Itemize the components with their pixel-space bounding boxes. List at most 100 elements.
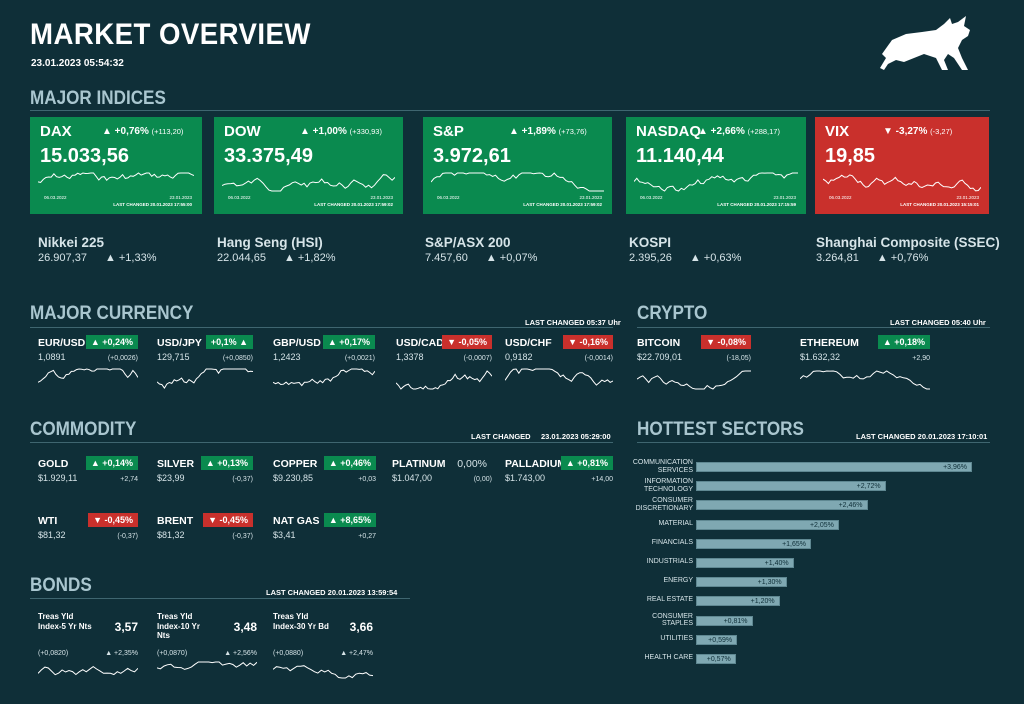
index-card-sp[interactable]: S&P ▲ +1,89% (+73,76) 3.972,61 06.03.2022 23…: [423, 117, 612, 214]
section-title-major-indices: MAJOR INDICES: [30, 88, 166, 109]
sector-bar[interactable]: +2,72%: [696, 481, 886, 492]
secondary-index: Hang Seng (HSI) 22.044,65 ▲ +1,82%: [217, 235, 336, 264]
index-name: S&P: [433, 123, 464, 140]
item-price: 0,9182: [505, 352, 533, 362]
item-price: $9.230,85: [273, 473, 314, 483]
sector-bar-label: +0,81%: [723, 617, 748, 625]
index-date-start: 06.03.2022: [640, 195, 663, 200]
currency-item[interactable]: USD/JPY 129,715 (+0,0850) +0,1% ▲: [157, 335, 253, 395]
item-abs-change: (-18,05): [726, 355, 751, 362]
sector-name: INDUSTRIALS: [646, 558, 693, 565]
bull-logo-icon: [880, 16, 970, 70]
sector-name: REAL ESTATE: [646, 596, 693, 604]
sector-bar-label: +1,30%: [757, 579, 782, 587]
sector-bar[interactable]: +1,20%: [696, 596, 780, 607]
commodity-item[interactable]: SILVER $23,99 (-0,37) ▲ +0,13%: [157, 456, 253, 516]
item-change-badge: ▲ +0,24%: [85, 335, 138, 349]
crypto-item[interactable]: BITCOIN $22.709,01 (-18,05) ▼ -0,08%: [637, 335, 751, 395]
index-card-vix[interactable]: VIX ▼ -3,27% (-3,27) 19,85 06.03.2022 23.01.…: [815, 117, 989, 214]
secondary-index-values: 2.395,26 ▲ +0,63%: [629, 252, 741, 264]
crypto-sparkline: [800, 370, 930, 390]
commodity-item[interactable]: GOLD $1.929,11 +2,74 ▲ +0,14%: [38, 456, 138, 516]
item-price: $1.632,32: [800, 352, 841, 362]
index-value: 11.140,44: [636, 145, 724, 167]
crypto-sparkline: [637, 370, 751, 390]
index-card-dax[interactable]: DAX ▲ +0,76% (+113,20) 15.033,56 06.03.2022…: [30, 117, 202, 214]
sector-bar[interactable]: +1,40%: [696, 558, 794, 568]
index-date-end: 23.01.2023: [579, 195, 602, 200]
currency-item[interactable]: USD/CHF 0,9182 (-0,0014) ▼ -0,16%: [505, 335, 613, 395]
section-title-commodity: COMMODITY: [30, 419, 137, 440]
commodity-last-changed-label: LAST CHANGED: [471, 432, 531, 441]
divider: [30, 598, 410, 599]
index-change-abs: (+73,76): [558, 127, 587, 136]
sector-bar[interactable]: +3,96%: [696, 462, 972, 472]
secondary-index-value: 7.457,60: [425, 252, 468, 264]
item-abs-change: (-0,37): [232, 533, 253, 540]
currency-sparkline: [505, 368, 613, 386]
commodity-item[interactable]: PLATINUM $1.047,00 (0,00) 0,00%: [392, 458, 492, 516]
bond-value: 3,66: [349, 620, 373, 634]
sector-bar[interactable]: +2,46%: [696, 500, 868, 511]
item-change-badge: ▼ -0,45%: [203, 513, 253, 527]
commodity-item[interactable]: COPPER $9.230,85 +0,03 ▲ +0,46%: [273, 456, 376, 516]
bond-sparkline: [38, 665, 138, 676]
index-value: 19,85: [825, 145, 876, 167]
index-change-abs: (+288,17): [747, 127, 780, 136]
item-abs-change: +14,00: [591, 476, 613, 483]
secondary-index-value: 26.907,37: [38, 252, 87, 264]
sector-bar[interactable]: +2,05%: [696, 519, 839, 530]
item-price: 1,0891: [38, 352, 66, 362]
sector-bar[interactable]: +0,57%: [696, 654, 736, 664]
index-sparkline: [222, 174, 395, 192]
commodity-item[interactable]: BRENT $81,32 (-0,37) ▼ -0,45%: [157, 513, 253, 573]
commodity-item[interactable]: NAT GAS $3,41 +0,27 ▲ +8,65%: [273, 513, 376, 573]
index-date-start: 06.03.2022: [44, 195, 67, 200]
item-change-badge: ▲ +0,13%: [200, 456, 253, 470]
index-last-changed: LAST CHANGED 20.01.2023 17:55:00: [113, 202, 192, 207]
secondary-index: KOSPI 2.395,26 ▲ +0,63%: [629, 235, 741, 264]
index-card-nasdaq[interactable]: NASDAQ ▲ +2,66% (+288,17) 11.140,44 06.03.2…: [626, 117, 806, 214]
item-name: USD/CHF: [505, 337, 552, 349]
sector-name: COMMUNICATION SERVICES: [632, 459, 693, 474]
index-change-pct: ▲ +2,66%: [698, 126, 745, 137]
item-name: USD/CAD: [396, 337, 444, 349]
index-last-changed: LAST CHANGED 20.01.2023 15:15:01: [900, 202, 979, 207]
sector-name: CONSUMER DISCRETIONARY: [635, 497, 693, 512]
bond-item[interactable]: Treas Yld Index-10 Yr Nts 3,48 (+0,0870) ▲ …: [157, 612, 257, 682]
sector-bar[interactable]: +1,30%: [696, 577, 787, 588]
bond-value: 3,48: [233, 620, 257, 634]
bond-abs-change: (+0,0820): [38, 650, 69, 657]
bond-item[interactable]: Treas Yld Index-30 Yr Bd 3,66 (+0,0880) ▲ +…: [273, 612, 373, 682]
index-sparkline: [38, 172, 194, 183]
index-change-pct: ▲ +1,89%: [509, 126, 556, 137]
sector-bar[interactable]: +0,81%: [696, 615, 753, 626]
sector-bar-label: +1,65%: [782, 540, 806, 548]
commodity-item[interactable]: WTI $81,32 (-0,37) ▼ -0,45%: [38, 513, 138, 573]
sector-bar[interactable]: +1,65%: [696, 538, 811, 549]
bond-name: Treas Yld Index-5 Yr Nts: [38, 612, 92, 631]
item-abs-change: (+0,0850): [222, 355, 253, 362]
commodity-item[interactable]: PALLADIUM $1.743,00 +14,00 ▲ +0,81%: [505, 456, 613, 516]
currency-item[interactable]: GBP/USD 1,2423 (+0,0021) ▲ +0,17%: [273, 335, 375, 395]
divider: [637, 442, 990, 443]
sector-bar-label: +2,72%: [856, 483, 881, 491]
index-card-dow[interactable]: DOW ▲ +1,00% (+330,93) 33.375,49 06.03.2022…: [214, 117, 403, 214]
sector-name: FINANCIALS: [651, 538, 693, 546]
index-change-pct: ▲ +0,76%: [102, 126, 149, 137]
crypto-item[interactable]: ETHEREUM $1.632,32 +2,90 ▲ +0,18%: [800, 335, 930, 395]
bond-item[interactable]: Treas Yld Index-5 Yr Nts 3,57 (+0,0820) ▲ +…: [38, 612, 138, 682]
item-price: $81,32: [157, 530, 185, 540]
currency-item[interactable]: USD/CAD 1,3378 (-0,0007) ▼ -0,05%: [396, 335, 492, 395]
sector-name: INFORMATION TECHNOLOGY: [643, 478, 693, 493]
index-last-changed: LAST CHANGED 20.01.2023 17:59:02: [523, 202, 602, 207]
item-change-badge: ▲ +0,17%: [322, 335, 375, 349]
index-date-start: 06.03.2022: [437, 195, 460, 200]
sector-bar[interactable]: +0,59%: [696, 634, 738, 645]
sectors-last-changed: LAST CHANGED 20.01.2023 17:10:01: [856, 432, 988, 441]
currency-item[interactable]: EUR/USD 1,0891 (+0,0026) ▲ +0,24%: [38, 335, 138, 395]
index-sparkline: [634, 172, 798, 192]
currency-sparkline: [38, 368, 138, 383]
divider: [30, 442, 613, 443]
index-name: DAX: [40, 123, 72, 140]
